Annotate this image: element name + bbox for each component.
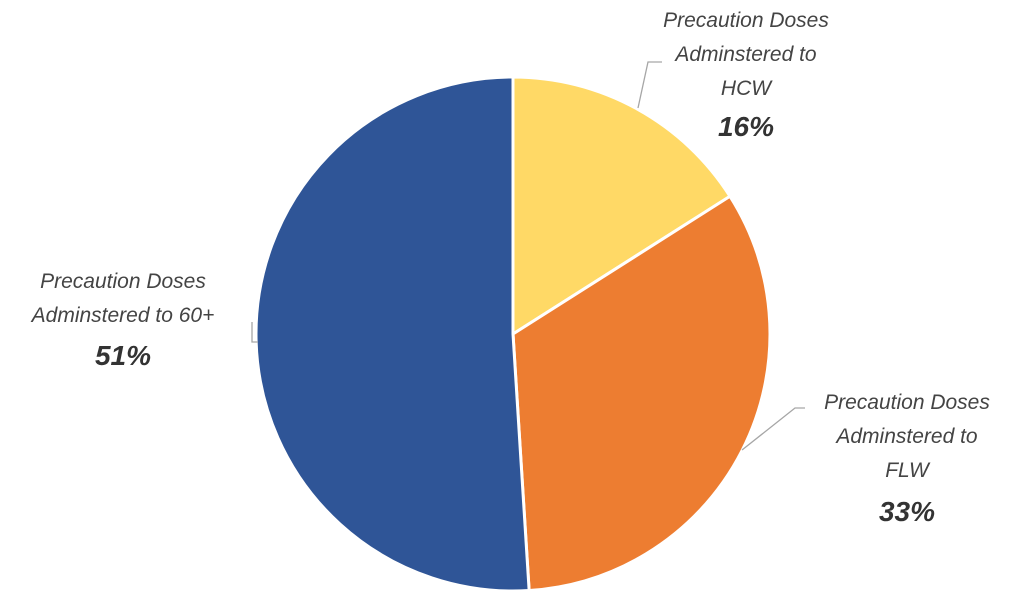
data-label-flw-line-1: Precaution Doses xyxy=(824,391,990,414)
data-label-60plus-line-1: Precaution Doses xyxy=(40,270,206,293)
data-label-hcw-line-2: Adminstered to xyxy=(673,43,817,66)
data-label-flw-line-2: Adminstered to xyxy=(834,425,978,448)
data-label-60plus: Precaution Doses Adminstered to 60+ 51% xyxy=(30,270,215,371)
data-label-hcw-line-1: Precaution Doses xyxy=(663,9,829,32)
pie-slice-flw xyxy=(511,194,772,590)
data-label-hcw-value: 16% xyxy=(718,111,774,142)
pie-slices xyxy=(254,75,772,590)
leader-line-hcw xyxy=(637,61,662,109)
data-label-flw: Precaution Doses Adminstered to FLW 33% xyxy=(824,391,990,527)
leader-lines xyxy=(251,61,805,451)
pie-slice-hcw xyxy=(511,75,733,337)
leader-line-flw xyxy=(741,407,805,451)
data-label-60plus-value: 51% xyxy=(95,340,151,371)
data-label-flw-value: 33% xyxy=(879,496,935,527)
data-label-hcw: Precaution Doses Adminstered to HCW 16% xyxy=(663,9,829,142)
data-label-60plus-line-2: Adminstered to 60+ xyxy=(30,304,215,327)
data-label-hcw-line-3: HCW xyxy=(721,77,773,100)
pie-slice-60plus xyxy=(254,75,531,590)
leader-line-60plus xyxy=(251,322,258,343)
data-label-flw-line-3: FLW xyxy=(885,459,931,482)
